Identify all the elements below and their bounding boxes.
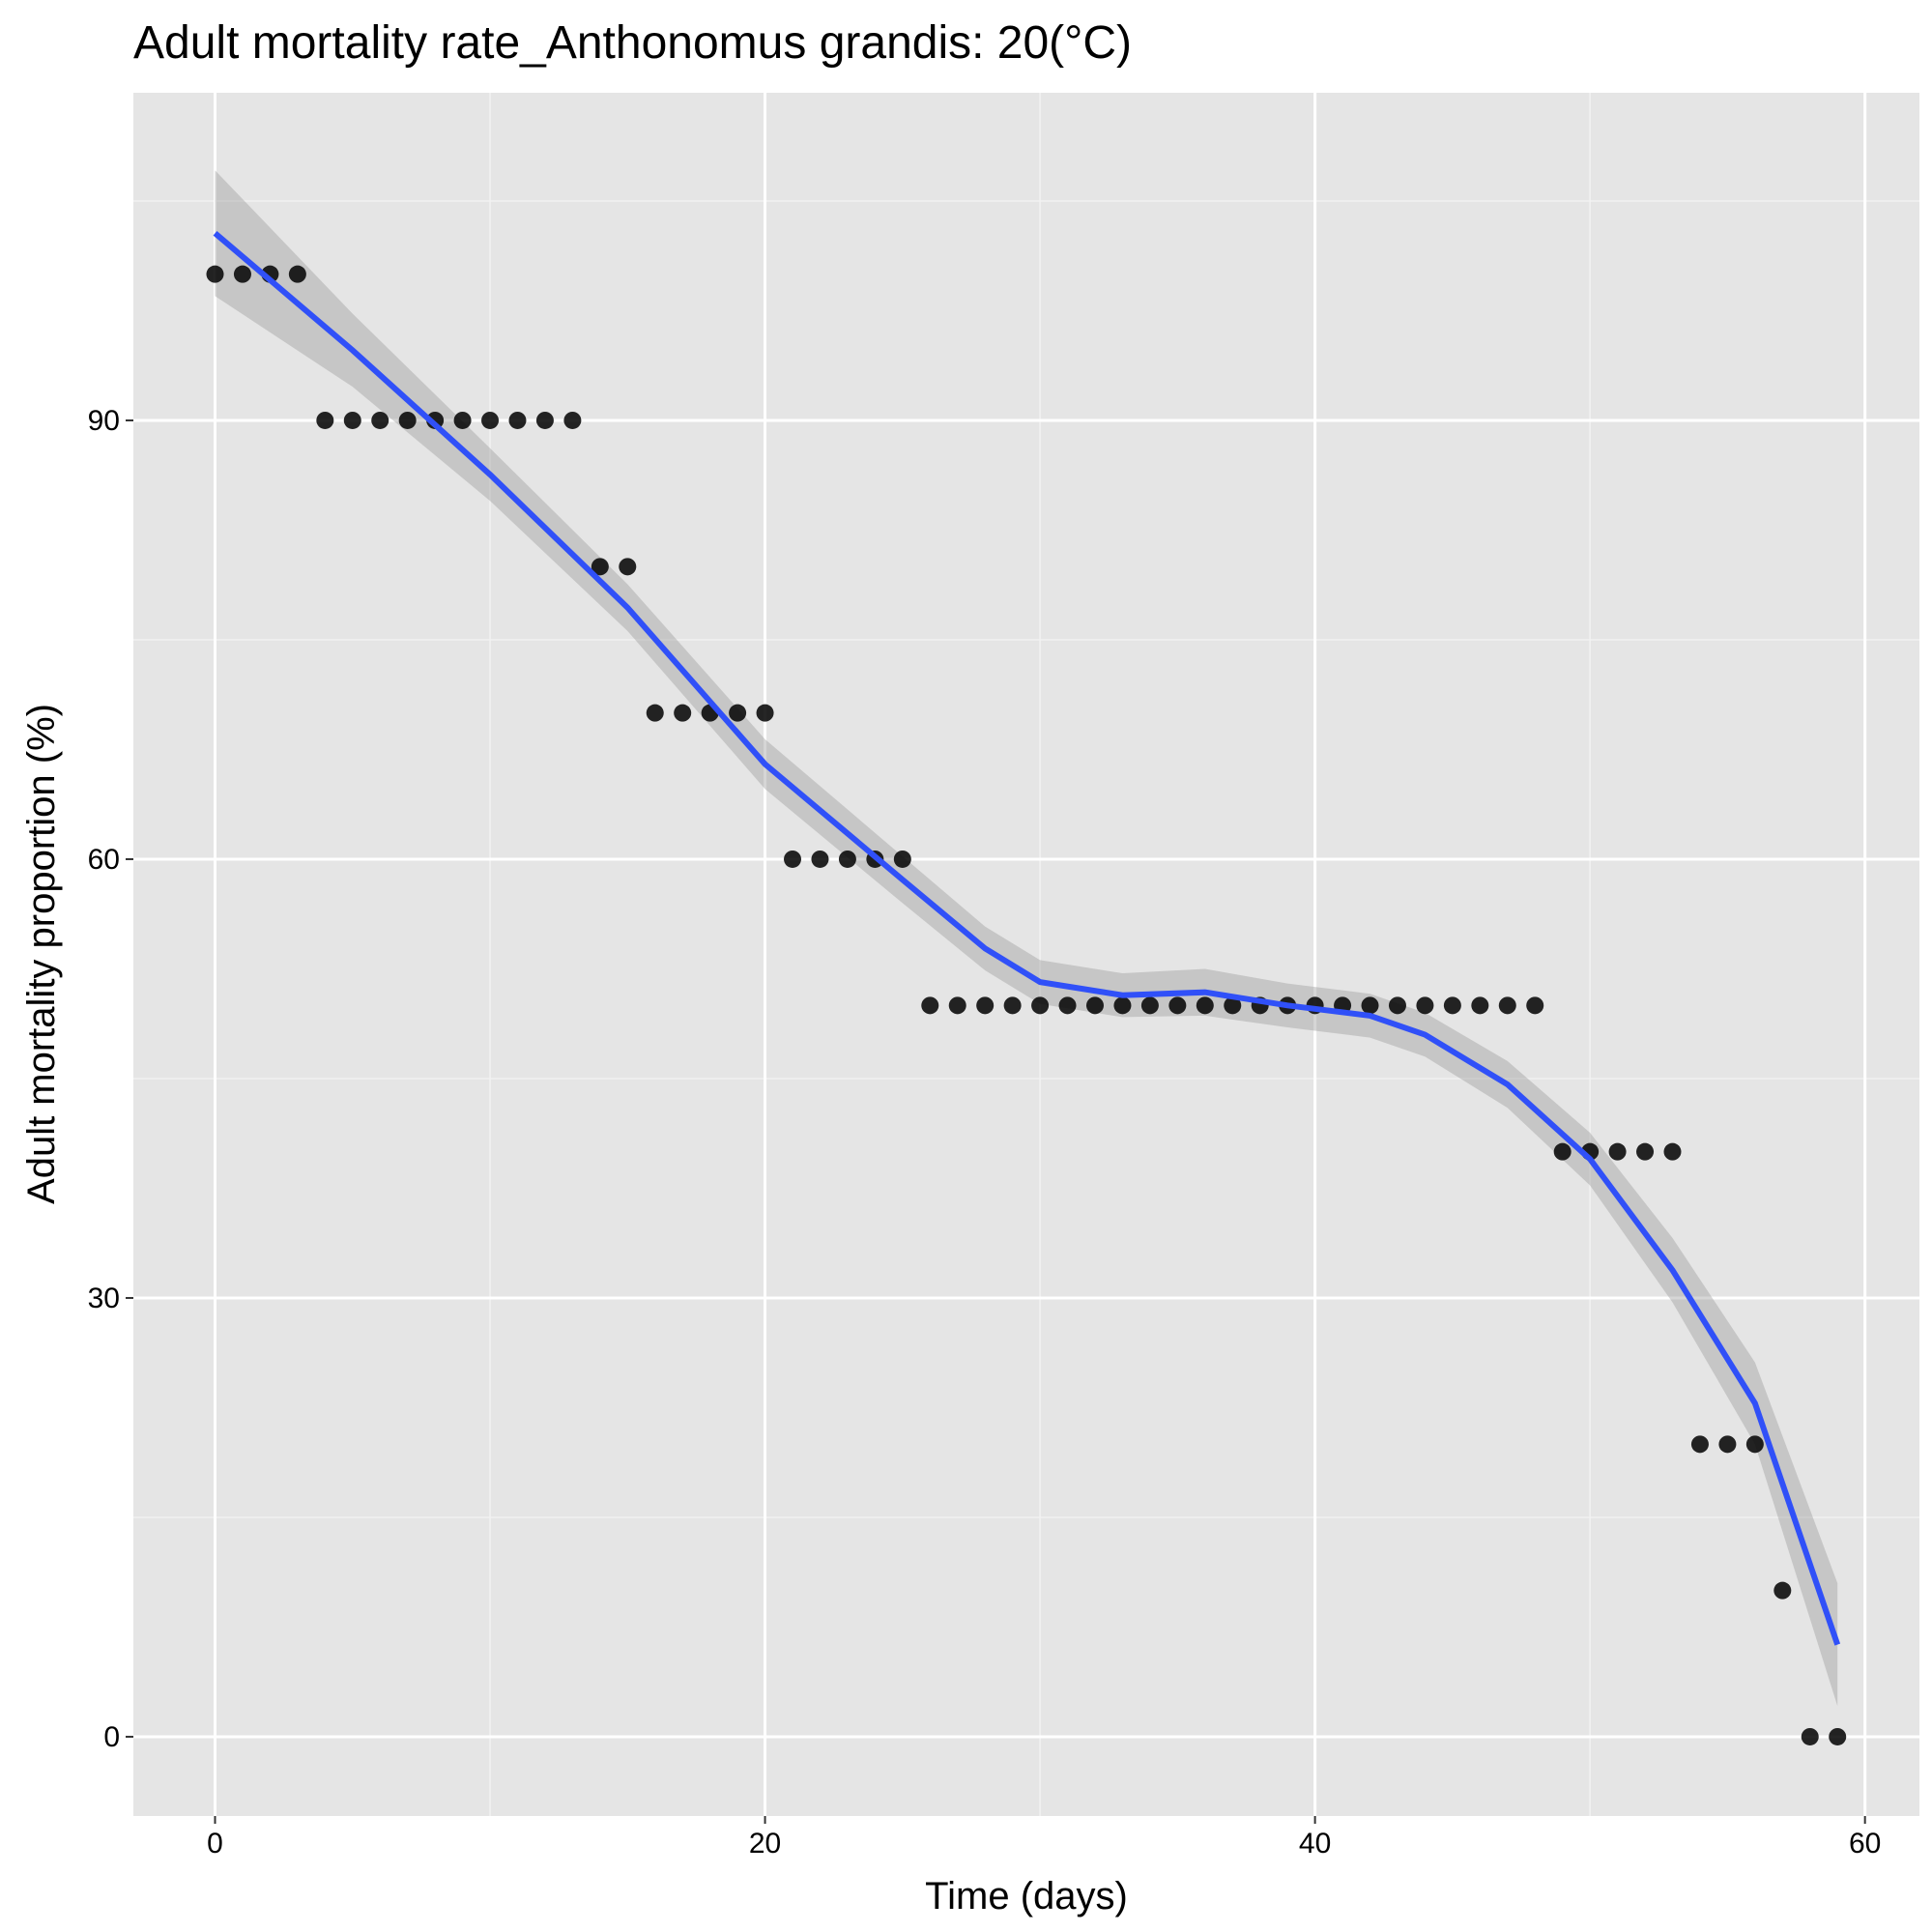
data-point bbox=[674, 704, 692, 722]
data-point bbox=[1388, 996, 1406, 1015]
data-point bbox=[1224, 996, 1242, 1015]
data-point bbox=[535, 411, 554, 429]
data-point bbox=[1745, 1435, 1764, 1454]
data-point bbox=[288, 265, 306, 283]
data-point bbox=[1663, 1142, 1682, 1161]
data-point bbox=[343, 411, 361, 429]
data-point bbox=[1636, 1142, 1655, 1161]
data-point bbox=[1196, 996, 1214, 1015]
data-point bbox=[1416, 996, 1434, 1015]
x-tick-label: 20 bbox=[749, 1828, 781, 1860]
data-point bbox=[811, 850, 829, 868]
data-point bbox=[784, 850, 802, 868]
data-point bbox=[1718, 1435, 1737, 1454]
data-point bbox=[1773, 1581, 1792, 1600]
data-point bbox=[1608, 1142, 1627, 1161]
data-point bbox=[1140, 996, 1159, 1015]
data-point bbox=[1168, 996, 1187, 1015]
smooth-line bbox=[213, 230, 1841, 1646]
data-point bbox=[1085, 996, 1104, 1015]
data-point bbox=[838, 850, 856, 868]
data-point bbox=[619, 558, 637, 576]
data-point bbox=[729, 704, 747, 722]
y-axis-label: Adult mortality proportion (%) bbox=[20, 704, 63, 1204]
data-point bbox=[371, 411, 389, 429]
panel bbox=[133, 93, 1919, 1816]
data-point bbox=[646, 704, 664, 722]
data-point bbox=[1801, 1727, 1819, 1745]
data-point bbox=[1526, 996, 1544, 1015]
data-point bbox=[1829, 1727, 1847, 1745]
data-point bbox=[948, 996, 966, 1015]
data-point bbox=[316, 411, 334, 429]
y-tick-label: 30 bbox=[88, 1283, 120, 1314]
data-point bbox=[398, 411, 417, 429]
data-point bbox=[921, 996, 939, 1015]
data-point bbox=[1690, 1435, 1709, 1454]
data-point bbox=[453, 411, 472, 429]
data-point bbox=[1361, 996, 1379, 1015]
data-point bbox=[1553, 1142, 1572, 1161]
x-axis-label: Time (days) bbox=[925, 1875, 1128, 1918]
y-tick-label: 0 bbox=[103, 1721, 120, 1753]
x-tick-label: 60 bbox=[1849, 1828, 1881, 1860]
data-point bbox=[1058, 996, 1077, 1015]
data-point bbox=[1443, 996, 1461, 1015]
data-point bbox=[893, 850, 911, 868]
data-point bbox=[481, 411, 500, 429]
data-point bbox=[591, 558, 609, 576]
y-tick-label: 90 bbox=[88, 405, 120, 437]
x-tick-label: 0 bbox=[207, 1828, 223, 1860]
data-point bbox=[508, 411, 527, 429]
y-tick-label: 60 bbox=[88, 844, 120, 876]
data-point bbox=[1003, 996, 1022, 1015]
data-point bbox=[1498, 996, 1516, 1015]
data-point bbox=[206, 265, 224, 283]
data-point bbox=[1031, 996, 1050, 1015]
data-point bbox=[756, 704, 774, 722]
chart-title: Adult mortality rate_Anthonomus grandis:… bbox=[133, 17, 1132, 69]
x-tick-label: 40 bbox=[1299, 1828, 1331, 1860]
data-point bbox=[233, 265, 251, 283]
data-point bbox=[563, 411, 582, 429]
data-point bbox=[1113, 996, 1132, 1015]
data-point bbox=[976, 996, 995, 1015]
data-point bbox=[1471, 996, 1489, 1015]
